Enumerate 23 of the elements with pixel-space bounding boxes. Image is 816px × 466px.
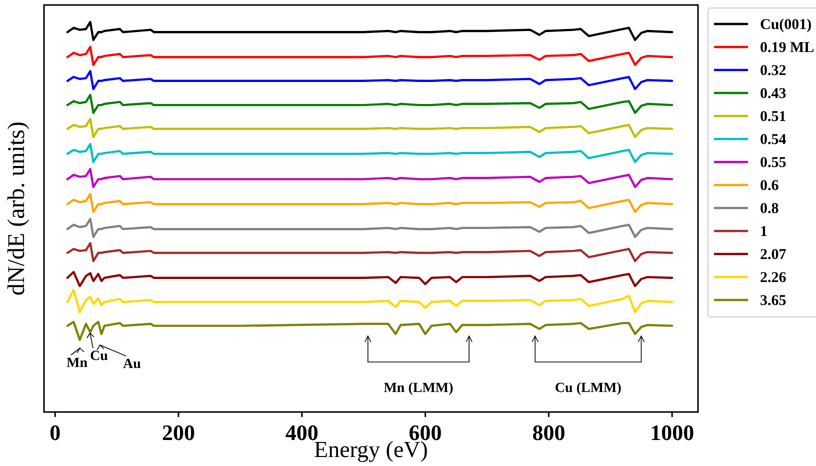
legend-label: 2.07 xyxy=(760,247,787,263)
legend-label: 0.6 xyxy=(760,178,780,194)
legend-label: 2.26 xyxy=(760,270,787,286)
x-tick-label: 0 xyxy=(50,420,61,445)
legend-label: Cu(001) xyxy=(760,17,812,33)
legend-label: 0.32 xyxy=(760,63,786,79)
legend-label: 0.54 xyxy=(760,132,787,148)
y-axis-title: dN/dE (arb. units) xyxy=(4,122,30,296)
legend-label: 0.51 xyxy=(760,109,786,125)
x-tick-label: 800 xyxy=(532,420,566,445)
annotation: Cu xyxy=(90,349,108,364)
x-tick-label: 200 xyxy=(162,420,195,445)
annotation: Cu (LMM) xyxy=(554,381,622,396)
annotation: Mn xyxy=(66,356,88,371)
annotation: Au xyxy=(123,357,142,372)
annotation: Mn (LMM) xyxy=(384,381,454,396)
legend-label: 1 xyxy=(760,224,768,240)
legend-label: 0.19 ML xyxy=(760,40,814,56)
legend-label: 0.43 xyxy=(760,86,786,102)
legend-label: 0.8 xyxy=(760,201,779,217)
legend-label: 3.65 xyxy=(760,293,786,309)
x-tick-label: 1000 xyxy=(650,420,694,445)
legend-label: 0.55 xyxy=(760,155,786,171)
